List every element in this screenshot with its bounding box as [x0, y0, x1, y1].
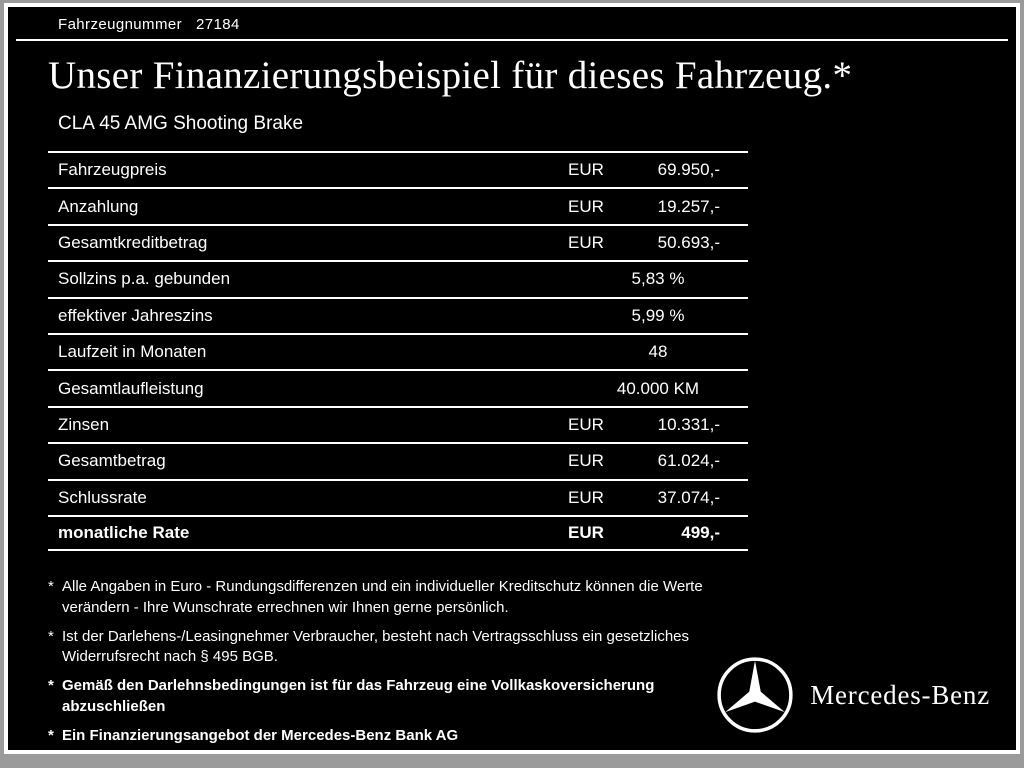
- table-row-gesamtlaufleistung: Gesamtlaufleistung 40.000 KM: [48, 369, 748, 405]
- row-label: Gesamtlaufleistung: [58, 378, 204, 398]
- row-value-cell: EUR 61.024,-: [568, 451, 748, 471]
- row-value-cell: EUR 10.331,-: [568, 415, 748, 435]
- footnote-marker: *: [48, 627, 54, 645]
- vehicle-number-label: Fahrzeugnummer: [58, 16, 182, 33]
- row-label: effektiver Jahreszins: [58, 305, 213, 325]
- row-label: Zinsen: [58, 414, 110, 434]
- row-value-cell: 40.000 KM: [568, 379, 748, 399]
- row-currency: EUR: [568, 523, 604, 543]
- row-label: Sollzins p.a. gebunden: [58, 269, 231, 289]
- table-row-zinsen: Zinsen EUR 10.331,-: [48, 405, 748, 442]
- row-value-cell: EUR 50.693,-: [568, 233, 748, 253]
- table-row-gesamtbetrag: Gesamtbetrag EUR 61.024,-: [48, 442, 748, 478]
- page-title: Unser Finanzierungsbeispiel für dieses F…: [48, 54, 853, 97]
- row-value: 69.950,-: [657, 160, 720, 180]
- top-divider: [16, 39, 1008, 41]
- row-value: 10.331,-: [657, 414, 720, 434]
- table-row-gesamtkreditbetrag: Gesamtkreditbetrag EUR 50.693,-: [48, 223, 748, 260]
- footnotes: * Alle Angaben in Euro - Rundungsdiffere…: [48, 577, 976, 746]
- row-currency: EUR: [568, 232, 604, 252]
- row-value: 19.257,-: [657, 196, 720, 216]
- row-currency: EUR: [568, 414, 604, 434]
- row-label: Anzahlung: [58, 196, 139, 216]
- brand-block: Mercedes-Benz: [716, 656, 990, 734]
- footnote-bank: * Ein Finanzierungsangebot der Mercedes-…: [48, 726, 760, 746]
- table-row-laufzeit: Laufzeit in Monaten 48: [48, 332, 748, 369]
- row-label: Fahrzeugpreis: [58, 160, 167, 180]
- financing-table: Fahrzeugpreis EUR 69.950,- Anzahlung EUR…: [48, 151, 748, 552]
- vehicle-number: Fahrzeugnummer 27184: [48, 13, 976, 39]
- row-value: 50.693,-: [657, 232, 720, 252]
- row-currency: EUR: [568, 451, 604, 471]
- row-currency: EUR: [568, 160, 604, 180]
- mercedes-wordmark: Mercedes-Benz: [810, 679, 990, 710]
- footnote-marker: *: [48, 726, 54, 744]
- table-row-effektiver-jahreszins: effektiver Jahreszins 5,99 %: [48, 296, 748, 333]
- row-label: monatliche Rate: [58, 523, 190, 543]
- table-row-schlussrate: Schlussrate EUR 37.074,-: [48, 478, 748, 515]
- footnote-marker: *: [48, 677, 54, 695]
- mercedes-star-icon: [717, 657, 793, 733]
- row-value: 37.074,-: [657, 487, 720, 507]
- footnote-text: Ist der Darlehens-/Leasingnehmer Verbrau…: [62, 627, 690, 666]
- row-value: 48: [648, 342, 668, 362]
- row-label: Laufzeit in Monaten: [58, 342, 207, 362]
- row-value: 40.000 KM: [616, 378, 700, 398]
- table-row-sollzins: Sollzins p.a. gebunden 5,83 %: [48, 260, 748, 296]
- table-row-anzahlung: Anzahlung EUR 19.257,-: [48, 187, 748, 223]
- row-label: Schlussrate: [58, 487, 147, 507]
- row-value-cell: 48: [568, 342, 748, 362]
- table-row-monatliche-rate: monatliche Rate EUR 499,-: [48, 514, 748, 552]
- row-label: Gesamtbetrag: [58, 451, 166, 471]
- vehicle-model: CLA 45 AMG Shooting Brake: [58, 113, 304, 134]
- footnote-vollkasko: * Gemäß den Darlehnsbedingungen ist für …: [48, 676, 760, 717]
- row-value-cell: EUR 499,-: [568, 523, 748, 543]
- footnote-text: Ein Finanzierungsangebot der Mercedes-Be…: [62, 726, 459, 744]
- footnote-text: Gemäß den Darlehnsbedingungen ist für da…: [62, 677, 655, 715]
- row-value-cell: 5,99 %: [568, 306, 748, 326]
- footnote-marker: *: [48, 578, 54, 596]
- table-row-fahrzeugpreis: Fahrzeugpreis EUR 69.950,-: [48, 151, 748, 187]
- financing-page: Fahrzeugnummer 27184 Unser Finanzierungsb…: [4, 3, 1020, 754]
- row-value-cell: EUR 37.074,-: [568, 488, 748, 508]
- row-value: 5,99 %: [631, 305, 685, 325]
- row-value: 61.024,-: [657, 451, 720, 471]
- vehicle-number-value: 27184: [195, 16, 240, 33]
- row-value: 499,-: [681, 523, 720, 543]
- footnote-text: Alle Angaben in Euro - Rundungsdifferenz…: [62, 578, 703, 616]
- row-value-cell: EUR 69.950,-: [568, 160, 748, 180]
- row-currency: EUR: [568, 487, 604, 507]
- footnote-widerrufsrecht: * Ist der Darlehens-/Leasingnehmer Verbr…: [48, 627, 760, 668]
- row-label: Gesamtkreditbetrag: [58, 232, 208, 252]
- row-value-cell: 5,83 %: [568, 269, 748, 289]
- footnote-rounding: * Alle Angaben in Euro - Rundungsdiffere…: [48, 577, 760, 618]
- row-currency: EUR: [568, 196, 604, 216]
- row-value: 5,83 %: [631, 269, 685, 289]
- row-value-cell: EUR 19.257,-: [568, 197, 748, 217]
